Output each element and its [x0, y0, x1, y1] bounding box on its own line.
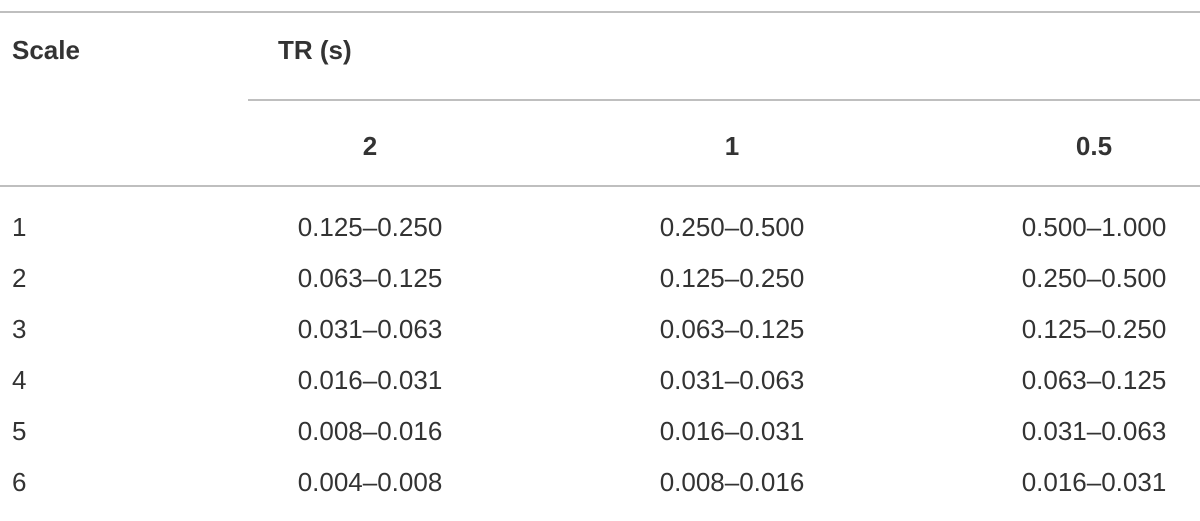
table-cell: 0.063–0.125: [660, 314, 805, 344]
row-label: 4: [12, 365, 26, 395]
row-label: 6: [12, 467, 26, 497]
row-label: 3: [12, 314, 26, 344]
table-cell: 0.004–0.008: [298, 467, 443, 497]
table-cell: 0.016–0.031: [1022, 467, 1167, 497]
table-cell: 0.008–0.016: [298, 416, 443, 446]
table-cell: 0.063–0.125: [298, 263, 443, 293]
table-cell: 0.500–1.000: [1022, 212, 1167, 242]
table-cell: 0.125–0.250: [1022, 314, 1167, 344]
table-cell: 0.016–0.031: [660, 416, 805, 446]
table-cell: 0.008–0.016: [660, 467, 805, 497]
table-cell: 0.031–0.063: [1022, 416, 1167, 446]
header-cell: Scale: [12, 35, 80, 65]
table-cell: 0.250–0.500: [1022, 263, 1167, 293]
subheader-cell: 1: [725, 131, 739, 161]
table-cell: 0.063–0.125: [1022, 365, 1167, 395]
table-cell: 0.125–0.250: [298, 212, 443, 242]
row-label: 2: [12, 263, 26, 293]
row-label: 1: [12, 212, 26, 242]
header-cell: TR (s): [278, 35, 352, 65]
table-cell: 0.250–0.500: [660, 212, 805, 242]
table-cell: 0.016–0.031: [298, 365, 443, 395]
subheader-cell: 0.5: [1076, 131, 1112, 161]
table-cell: 0.125–0.250: [660, 263, 805, 293]
table-cell: 0.031–0.063: [298, 314, 443, 344]
row-label: 5: [12, 416, 26, 446]
table-cell: 0.031–0.063: [660, 365, 805, 395]
subheader-cell: 2: [363, 131, 377, 161]
